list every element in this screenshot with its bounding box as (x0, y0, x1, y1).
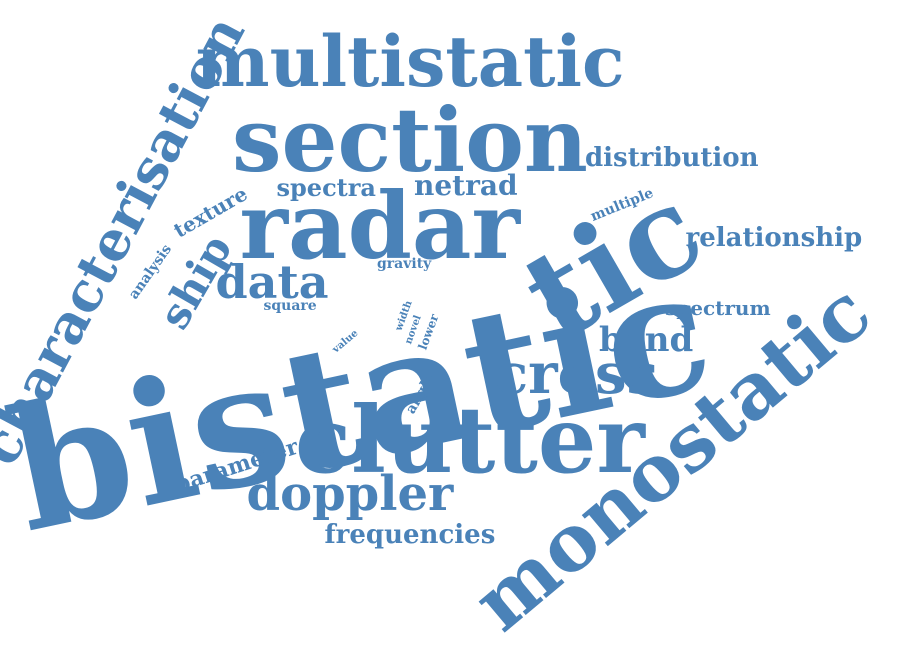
word-section: section (232, 88, 588, 192)
word-multistatic: multistatic (195, 20, 625, 103)
word-cross: cross (494, 341, 659, 407)
word-square: square (263, 298, 317, 314)
word-spectra: spectra (276, 173, 376, 202)
word-doppler: doppler (246, 466, 454, 522)
word-band: band (599, 320, 694, 360)
word-netrad: netrad (414, 169, 518, 202)
word-gravity: gravity (377, 256, 432, 272)
word-relationship: relationship (685, 223, 863, 253)
word-distribution: distribution (585, 143, 759, 173)
word-data: data (215, 255, 329, 309)
word-spectrum: spectrum (665, 296, 771, 320)
word-radar: radar (239, 172, 521, 280)
word-clutter: clutter (295, 386, 645, 494)
word-frequencies: frequencies (324, 520, 496, 550)
